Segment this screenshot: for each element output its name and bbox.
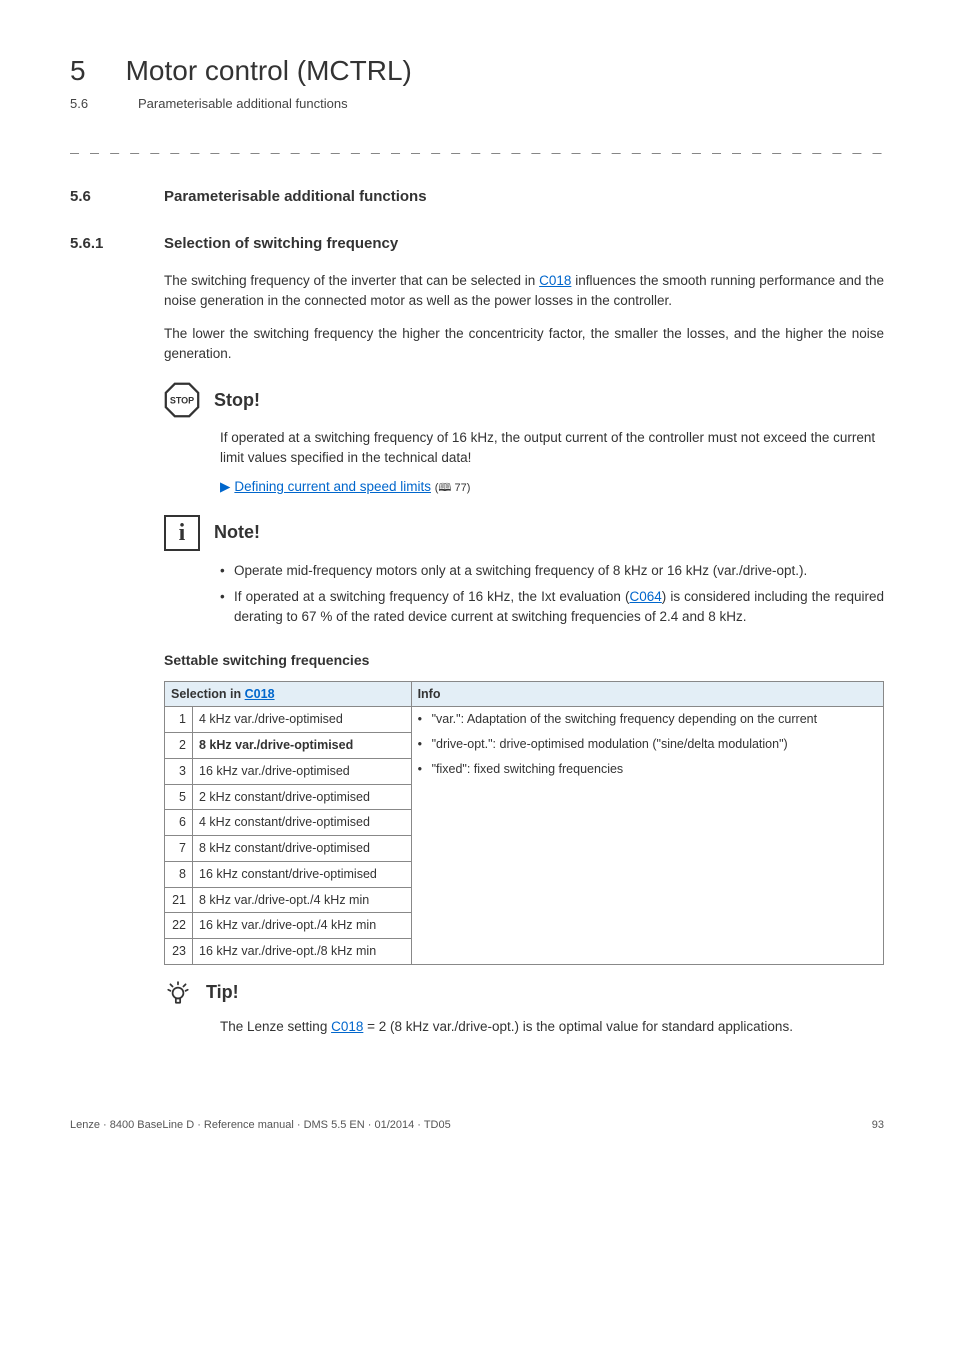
row-label: 16 kHz constant/drive-optimised — [193, 861, 412, 887]
text: If operated at a switching frequency of … — [234, 589, 630, 604]
subsection-title: Selection of switching frequency — [164, 233, 398, 256]
paragraph: The lower the switching frequency the hi… — [164, 324, 884, 365]
row-num: 8 — [165, 861, 193, 887]
header-subtitle: Parameterisable additional functions — [138, 94, 348, 114]
section-title: Parameterisable additional functions — [164, 186, 427, 209]
note-bullet: If operated at a switching frequency of … — [220, 587, 884, 628]
row-num: 7 — [165, 836, 193, 862]
stop-title: Stop! — [214, 387, 260, 414]
info-bullet: "fixed": fixed switching frequencies — [418, 760, 877, 779]
text: = 2 (8 kHz var./drive-opt.) is the optim… — [363, 1019, 793, 1034]
text: The Lenze setting — [220, 1019, 331, 1034]
row-label: 2 kHz constant/drive-optimised — [193, 784, 412, 810]
info-bullet: "drive-opt.": drive-optimised modulation… — [418, 735, 877, 754]
stop-icon: STOP — [164, 382, 200, 418]
footer-page: 93 — [872, 1117, 884, 1134]
row-num: 23 — [165, 939, 193, 965]
info-icon: i — [164, 515, 200, 551]
row-num: 2 — [165, 733, 193, 759]
text: Selection in — [171, 687, 245, 701]
svg-text:STOP: STOP — [170, 396, 194, 406]
chapter-number: 5 — [70, 50, 86, 92]
stop-link-row: ▶ Defining current and speed limits (🕮 77… — [220, 477, 884, 497]
tip-title: Tip! — [206, 979, 239, 1006]
row-label: 8 kHz constant/drive-optimised — [193, 836, 412, 862]
divider-dashes: _ _ _ _ _ _ _ _ _ _ _ _ _ _ _ _ _ _ _ _ … — [70, 134, 884, 157]
note-callout: i Note! Operate mid-frequency motors onl… — [164, 515, 884, 628]
link-c018[interactable]: C018 — [539, 273, 571, 288]
stop-callout: STOP Stop! If operated at a switching fr… — [164, 382, 884, 497]
table-header: Selection in C018 — [165, 681, 412, 707]
chapter-title: Motor control (MCTRL) — [126, 50, 412, 92]
note-bullet: Operate mid-frequency motors only at a s… — [220, 561, 884, 581]
section-number: 5.6 — [70, 186, 124, 209]
table-caption: Settable switching frequencies — [164, 650, 884, 671]
row-num: 21 — [165, 887, 193, 913]
link-c018[interactable]: C018 — [245, 687, 275, 701]
row-num: 1 — [165, 707, 193, 733]
row-label: 4 kHz var./drive-optimised — [193, 707, 412, 733]
row-label: 8 kHz var./drive-opt./4 kHz min — [193, 887, 412, 913]
row-num: 6 — [165, 810, 193, 836]
link-c064[interactable]: C064 — [630, 589, 662, 604]
row-label: 16 kHz var./drive-opt./8 kHz min — [193, 939, 412, 965]
subsection-number: 5.6.1 — [70, 233, 124, 256]
page-ref: (🕮 77) — [435, 482, 471, 494]
link-limits[interactable]: Defining current and speed limits — [234, 479, 431, 494]
row-num: 22 — [165, 913, 193, 939]
arrow-icon: ▶ — [220, 479, 230, 494]
paragraph: The switching frequency of the inverter … — [164, 271, 884, 312]
link-c018[interactable]: C018 — [331, 1019, 363, 1034]
text: The switching frequency of the inverter … — [164, 273, 539, 288]
info-bullet: "var.": Adaptation of the switching freq… — [418, 710, 877, 729]
tip-body: The Lenze setting C018 = 2 (8 kHz var./d… — [220, 1017, 884, 1037]
row-label: 8 kHz var./drive-optimised — [193, 733, 412, 759]
row-num: 5 — [165, 784, 193, 810]
lightbulb-icon — [164, 979, 192, 1007]
row-label: 16 kHz var./drive-opt./4 kHz min — [193, 913, 412, 939]
row-num: 3 — [165, 758, 193, 784]
info-cell: "var.": Adaptation of the switching freq… — [411, 707, 883, 965]
tip-callout: Tip! The Lenze setting C018 = 2 (8 kHz v… — [164, 979, 884, 1037]
switching-freq-table: Selection in C018 Info 14 kHz var./drive… — [164, 681, 884, 965]
row-label: 16 kHz var./drive-optimised — [193, 758, 412, 784]
stop-body: If operated at a switching frequency of … — [220, 428, 884, 469]
header-subnum: 5.6 — [70, 94, 98, 114]
footer-left: Lenze · 8400 BaseLine D · Reference manu… — [70, 1117, 451, 1134]
table-header: Info — [411, 681, 883, 707]
table-row: 14 kHz var./drive-optimised "var.": Adapt… — [165, 707, 884, 733]
row-label: 4 kHz constant/drive-optimised — [193, 810, 412, 836]
note-title: Note! — [214, 519, 260, 546]
